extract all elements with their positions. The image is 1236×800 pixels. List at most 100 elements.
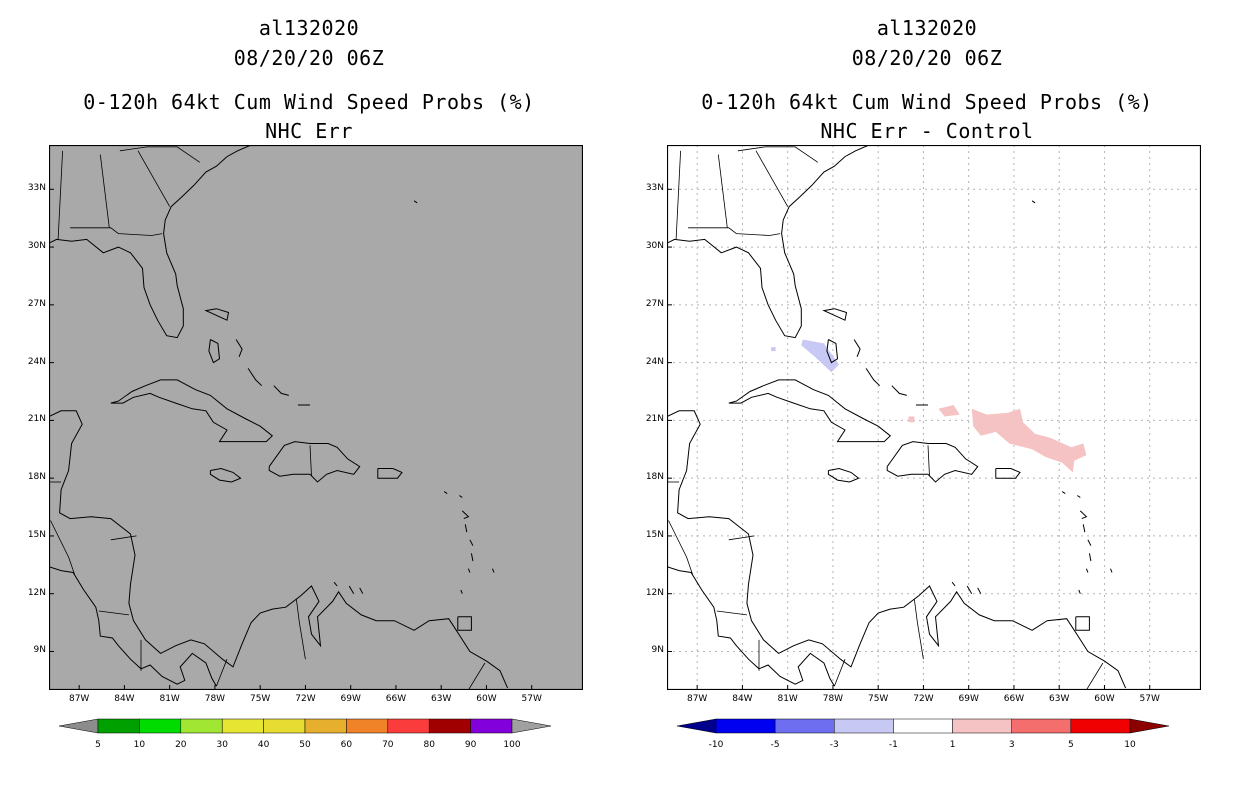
map-background: [667, 145, 1201, 690]
coastline: [853, 339, 861, 357]
colorbar-label: 20: [175, 740, 187, 750]
coastline: [891, 385, 907, 396]
storm-id: al132020: [258, 16, 360, 40]
political-border: [927, 445, 930, 477]
negative-difference-area: [771, 347, 776, 352]
coastline: [49, 410, 509, 689]
coastline: [469, 539, 474, 546]
coastline: [49, 145, 252, 339]
colorbar-difference: -10 -5 -3 -1 1 3 5 10: [676, 718, 1170, 750]
coastline: [268, 441, 361, 483]
colorbar-label: 80: [423, 740, 435, 750]
map-frame: [49, 145, 583, 690]
positive-difference-area: [971, 408, 1087, 473]
colorbar-arrow-high: [1129, 718, 1170, 734]
political-border: [668, 520, 693, 575]
coastline: [492, 568, 495, 573]
colorbar-label: 3: [1009, 740, 1015, 750]
political-border: [688, 227, 781, 236]
lat-label: 18N: [27, 472, 46, 483]
lat-label: 9N: [33, 645, 46, 656]
storm-id: al132020: [876, 16, 978, 40]
lon-label: 81W: [777, 694, 798, 704]
colorbar-label: -5: [771, 740, 780, 750]
coastline: [49, 566, 217, 687]
lat-label: 15N: [645, 529, 664, 540]
coastline: [826, 339, 839, 364]
lon-label: 63W: [431, 694, 452, 704]
lon-label: 84W: [114, 694, 135, 704]
colorbar-segment: [774, 718, 835, 734]
difference-map: [667, 145, 1201, 690]
lon-label: 66W: [385, 694, 407, 704]
political-border: [675, 150, 681, 240]
coastline: [667, 410, 1127, 689]
coastline: [865, 368, 881, 387]
colorbar-segment: [470, 718, 513, 734]
coastline: [348, 585, 355, 594]
lon-label: 69W: [958, 694, 979, 704]
colorbar-label: 10: [134, 740, 146, 750]
coastline: [464, 524, 468, 533]
coastline: [247, 368, 263, 387]
lon-label: 63W: [1049, 694, 1070, 704]
coastline: [966, 585, 973, 594]
colorbar-arrow-low: [58, 718, 99, 734]
coastline: [457, 616, 472, 631]
political-border: [728, 535, 755, 541]
colorbar-segment: [346, 718, 389, 734]
lat-label: 15N: [27, 529, 46, 540]
colorbar-label: 70: [382, 740, 394, 750]
colorbar-segment: [97, 718, 140, 734]
lon-label: 75W: [249, 694, 271, 704]
political-border: [98, 610, 129, 616]
political-border: [1086, 662, 1104, 690]
coastline: [110, 379, 274, 443]
political-border: [119, 146, 201, 163]
lon-label: 72W: [295, 694, 316, 704]
political-border: [468, 662, 486, 690]
lat-label: 12N: [27, 587, 46, 598]
lat-label: 30N: [27, 241, 46, 252]
colorbar-label: 90: [465, 740, 477, 750]
lon-label: 66W: [1003, 694, 1025, 704]
political-border: [216, 659, 228, 687]
product-title: 0-120h 64kt Cum Wind Speed Probs (%): [701, 90, 1153, 114]
political-border: [99, 154, 110, 228]
coastline: [413, 200, 418, 204]
map-background: [49, 145, 583, 690]
colorbar-probability: 5 10 20 30 40 50 60 70 80 90 100: [58, 718, 552, 750]
map-frame: [667, 145, 1201, 690]
coastline: [667, 566, 835, 687]
datetime: 08/20/20 06Z: [233, 46, 385, 70]
coastline: [377, 468, 403, 479]
political-border: [309, 445, 312, 477]
coastline: [1085, 568, 1089, 573]
lon-label: 69W: [340, 694, 361, 704]
positive-difference-area: [908, 416, 915, 423]
political-border: [716, 610, 747, 616]
colorbar-segment: [834, 718, 894, 734]
coastline: [1088, 553, 1092, 562]
lat-label: 30N: [645, 241, 664, 252]
colorbar-segment: [715, 718, 776, 734]
coastline: [951, 581, 956, 587]
coastline: [1077, 495, 1081, 498]
coastline: [1078, 589, 1081, 594]
lon-label: 78W: [204, 694, 226, 704]
lon-label: 78W: [822, 694, 844, 704]
political-border: [737, 146, 819, 163]
datetime: 08/20/20 06Z: [851, 46, 1003, 70]
coastline: [1079, 510, 1088, 520]
lon-label: 60W: [476, 694, 497, 704]
political-border: [755, 150, 789, 207]
lat-label: 27N: [27, 298, 46, 309]
colorbar-arrow-low: [676, 718, 717, 734]
colorbar-segment: [139, 718, 182, 734]
coastline: [1031, 200, 1036, 204]
lat-label: 24N: [645, 356, 664, 367]
lat-label: 24N: [27, 356, 46, 367]
coastline: [667, 145, 870, 339]
colorbar-label: 60: [341, 740, 353, 750]
lon-label: 87W: [68, 694, 90, 704]
